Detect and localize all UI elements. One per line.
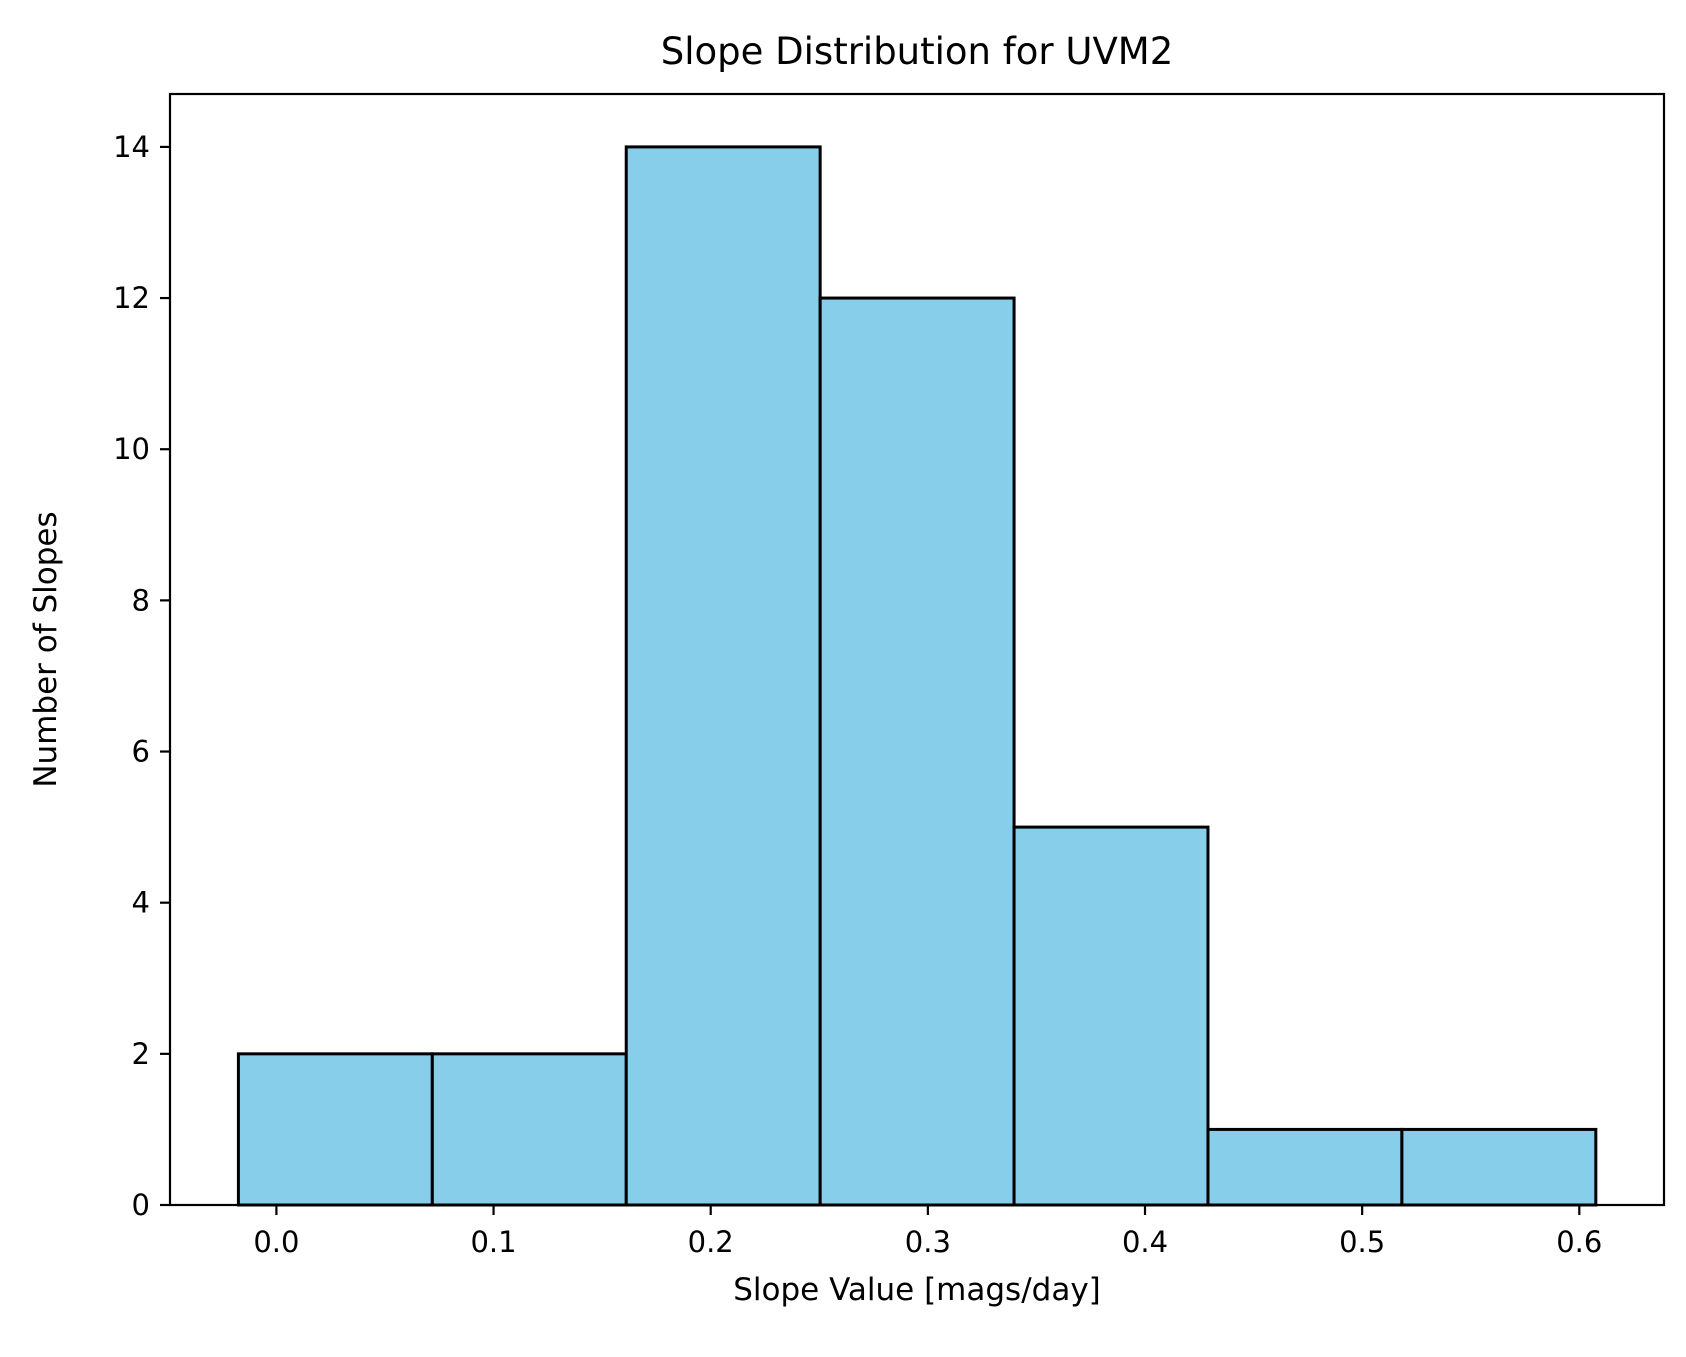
plot-area-frame [168, 92, 1666, 1207]
x-tick-label: 0.3 [905, 1225, 951, 1259]
histogram-bar [430, 1052, 628, 1207]
histogram-bar [1012, 825, 1210, 1207]
y-tick-label: 6 [132, 735, 150, 769]
x-tick-label: 0.2 [688, 1225, 734, 1259]
x-tick-label: 0.5 [1339, 1225, 1385, 1259]
chart-title: Slope Distribution for UVM2 [661, 30, 1174, 73]
x-tick-label: 0.4 [1122, 1225, 1168, 1259]
y-tick-label: 10 [113, 432, 150, 466]
y-axis-ticks: 0 2 4 6 8 10 12 14 [113, 130, 170, 1222]
y-tick-label: 8 [132, 583, 150, 617]
x-axis-label: Slope Value [mags/day] [733, 1272, 1101, 1308]
x-axis-ticks: 0.0 0.1 0.2 0.3 0.4 0.5 0.6 [253, 1205, 1602, 1259]
y-axis-label: Number of Slopes [28, 511, 64, 787]
histogram-bar [624, 145, 822, 1207]
histogram-bar [818, 296, 1016, 1207]
histogram-bar [1206, 1127, 1404, 1207]
x-tick-label: 0.1 [470, 1225, 516, 1259]
x-tick-label: 0.6 [1556, 1225, 1602, 1259]
y-tick-label: 12 [113, 281, 150, 315]
histogram-bar [1400, 1127, 1598, 1207]
histogram-bar [236, 1052, 434, 1207]
y-tick-label: 0 [132, 1188, 150, 1222]
y-tick-label: 4 [132, 886, 150, 920]
x-tick-label: 0.0 [253, 1225, 299, 1259]
y-tick-label: 2 [132, 1037, 150, 1071]
y-tick-label: 14 [113, 130, 150, 164]
bars-group [236, 145, 1598, 1207]
